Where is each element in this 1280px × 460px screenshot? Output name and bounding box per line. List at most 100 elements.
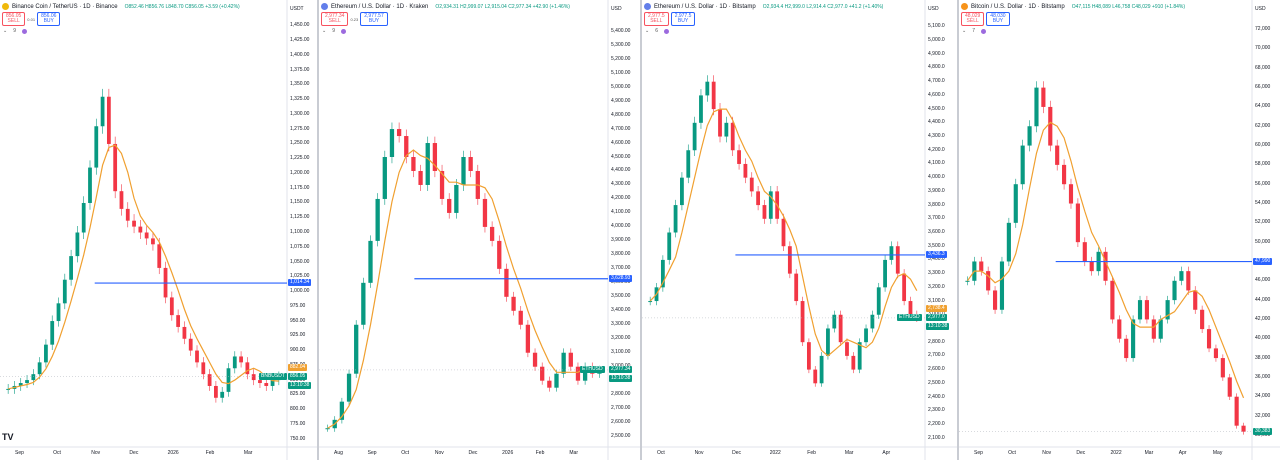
candle-body (251, 374, 256, 381)
x-axis-tick-label: Oct (401, 450, 410, 456)
buy-button[interactable]: 856.06 BUY (37, 12, 61, 26)
y-axis-tick-label: 70,000 (1255, 45, 1271, 52)
trade-buttons: 2,977.5 SELL 2,977.5 BUY (644, 12, 696, 26)
y-axis-tick-label: 42,000 (1255, 315, 1271, 322)
x-axis-tick-label: Feb (807, 450, 816, 456)
candle-body (1020, 145, 1025, 185)
symbol-title[interactable]: Ethereum / U.S. Dollar · 1D · Bitstamp (654, 3, 756, 10)
sell-label: SELL (966, 18, 979, 24)
candle-body (396, 129, 402, 137)
price-plot[interactable] (959, 0, 1280, 460)
last-price-tag: 2,977.34 (609, 365, 633, 373)
candle-body (1158, 319, 1163, 339)
chart-panel-btc-bitstamp[interactable]: Bitcoin / U.S. Dollar · 1D · Bitstamp O47… (959, 0, 1280, 460)
price-plot[interactable] (319, 0, 640, 460)
y-axis-tick-label: 1,025.00 (290, 273, 310, 280)
indicators-toggle[interactable]: ⌄ 6 (645, 28, 669, 34)
indicator-icon[interactable] (980, 28, 986, 34)
candle-body (511, 296, 516, 311)
y-axis-tick-label: 3,500.0 (928, 242, 945, 249)
x-axis-tick-label: Oct (657, 450, 665, 456)
sell-button[interactable]: 856.05 SELL (2, 12, 26, 26)
y-axis-tick-label: 4,200.0 (928, 146, 945, 153)
sell-button[interactable]: 48,029 SELL (961, 12, 985, 26)
candle-body (31, 374, 36, 381)
price-plot[interactable] (642, 0, 957, 460)
candle-body (62, 279, 67, 304)
buy-button[interactable]: 2,977.5 BUY (670, 12, 696, 26)
buy-price: 2,977.5 (674, 13, 692, 19)
sell-price: 48,029 (965, 13, 981, 19)
indicator-icon[interactable] (21, 28, 27, 34)
y-axis-tick-label: 1,450.00 (290, 22, 310, 29)
x-axis-tick-label: Nov (1042, 450, 1052, 456)
candle-body (1089, 261, 1094, 272)
candle-body (902, 273, 907, 302)
indicator-icon[interactable] (663, 28, 669, 34)
chevron-down-icon[interactable]: ⌄ (3, 28, 8, 34)
chart-panel-eth-bitstamp[interactable]: Ethereum / U.S. Dollar · 1D · Bitstamp O2… (642, 0, 957, 460)
candle-body (138, 226, 143, 233)
candle-body (1151, 319, 1156, 339)
candle-body (876, 287, 881, 315)
tradingview-logo-icon: TV (2, 432, 14, 442)
chevron-down-icon[interactable]: ⌄ (645, 28, 650, 34)
x-axis-tick-label: Nov (91, 450, 101, 456)
y-axis-tick-label: 2,400.0 (928, 393, 945, 400)
sell-button[interactable]: 2,977.34 SELL (321, 12, 349, 26)
trade-buttons: 856.05 SELL 0.01 856.06 BUY (2, 12, 61, 26)
coin-logo-icon (2, 3, 9, 10)
moving-average-line (649, 108, 918, 357)
candle-body (1165, 300, 1170, 320)
chart-panel-eth-kraken[interactable]: Ethereum / U.S. Dollar · 1D · Kraken O2,9… (319, 0, 640, 460)
indicator-icon[interactable] (340, 28, 346, 34)
y-axis-tick-label: 54,000 (1255, 200, 1271, 207)
candle-body (1034, 87, 1039, 127)
symbol-title[interactable]: Ethereum / U.S. Dollar · 1D · Kraken (331, 3, 429, 10)
candle-body (195, 350, 199, 363)
currency-unit[interactable]: USDT (290, 6, 304, 12)
chevron-down-icon[interactable]: ⌄ (962, 28, 967, 34)
x-axis-tick-label: 2022 (1110, 450, 1122, 456)
y-axis-tick-label: 5,000.0 (928, 37, 945, 44)
currency-unit[interactable]: USD (611, 6, 622, 12)
level-price-tag: 3,628.93 (609, 274, 633, 282)
y-axis-tick-label: 950.00 (290, 317, 306, 324)
candle-body (439, 170, 445, 199)
indicators-toggle[interactable]: ⌄ 7 (962, 28, 986, 34)
indicators-toggle[interactable]: ⌄ 9 (322, 28, 346, 34)
level-price-tag: 3,436.3 (926, 250, 947, 258)
candle-body (354, 324, 359, 374)
candle-body (582, 366, 588, 381)
candle-body (119, 191, 124, 209)
sell-button[interactable]: 2,977.5 SELL (644, 12, 669, 26)
candle-body (532, 352, 538, 367)
chevron-down-icon[interactable]: ⌄ (322, 28, 327, 34)
x-axis-tick-label: 2022 (769, 450, 781, 456)
symbol-title[interactable]: Bitcoin / U.S. Dollar · 1D · Bitstamp (971, 3, 1065, 10)
candle-body (461, 157, 466, 185)
candle-body (25, 380, 29, 384)
x-axis-tick-label: Nov (434, 450, 444, 456)
symbol-title[interactable]: Binance Coin / TetherUS · 1D · Binance (12, 3, 118, 10)
price-plot[interactable] (0, 0, 317, 460)
candle-body (1144, 300, 1149, 320)
candle-body (999, 261, 1005, 310)
candle-body (81, 202, 86, 233)
buy-button[interactable]: 48,030 BUY (986, 12, 1010, 26)
y-axis-tick-label: 2,600.0 (928, 366, 945, 373)
candle-body (724, 122, 729, 137)
candle-body (660, 259, 665, 288)
candle-body (648, 301, 653, 303)
currency-unit[interactable]: USD (1255, 6, 1266, 12)
buy-button[interactable]: 2,977.57 BUY (360, 12, 388, 26)
chart-panel-bnb[interactable]: Binance Coin / TetherUS · 1D · Binance O8… (0, 0, 317, 460)
currency-unit[interactable]: USD (928, 6, 939, 12)
candle-body (239, 356, 243, 363)
y-axis-tick-label: 2,100.0 (928, 434, 945, 441)
indicators-toggle[interactable]: ⌄ 9 (3, 28, 27, 34)
y-axis-tick-label: 4,400.00 (611, 167, 631, 174)
sell-label: SELL (328, 18, 341, 24)
candle-body (75, 232, 80, 257)
candle-body (518, 310, 523, 325)
